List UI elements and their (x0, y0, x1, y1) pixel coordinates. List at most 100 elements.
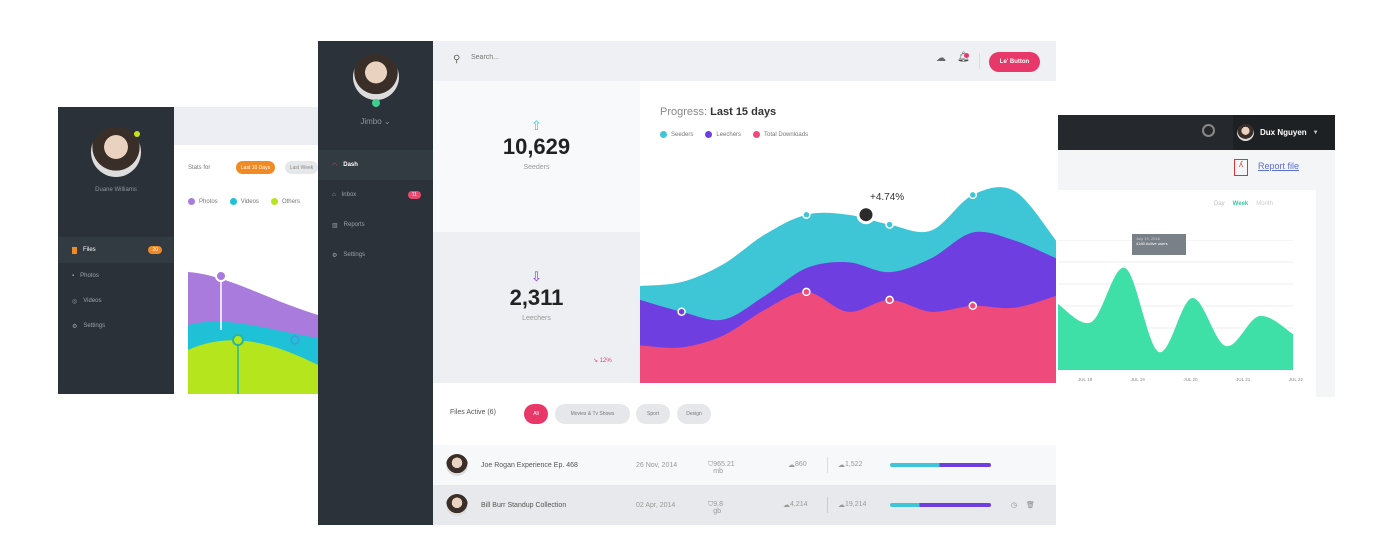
le-button[interactable]: Le' Button (989, 52, 1040, 72)
left-chart (188, 270, 318, 394)
filter-sport[interactable]: Sport (636, 404, 670, 424)
left-legend: Photos Videos Others (188, 198, 300, 205)
table-row[interactable]: Joe Rogan Experience Ep. 468 26 Nov, 201… (433, 445, 1056, 485)
data-point (968, 190, 978, 200)
sidebar-item-settings[interactable]: ⚙ Settings (332, 252, 366, 259)
cloud-download-icon: ⇩ (531, 269, 542, 284)
tab-week[interactable]: Week (1232, 201, 1249, 207)
search-icon: ⚲ (453, 54, 461, 65)
chart-annotation: +4.74% (870, 192, 905, 203)
search-input[interactable] (471, 54, 671, 61)
download-count: ☁ 1,522 (838, 461, 863, 469)
avatar (446, 494, 468, 516)
divider (827, 497, 828, 513)
online-dot (372, 99, 380, 107)
progress-bar (890, 463, 991, 467)
online-dot (134, 131, 140, 137)
active-users-chart (1058, 240, 1293, 370)
progress-chart (640, 187, 1056, 383)
size-icon: ⛉ 9.8 gb (708, 501, 723, 515)
seeders-label: Seeders (523, 164, 550, 171)
table-row[interactable]: Bill Burr Standup Collection 02 Apr, 201… (433, 485, 1056, 525)
legend-others: Others (270, 198, 300, 205)
range-last-week[interactable]: Last Week (285, 161, 318, 174)
leechers-label: Leechers (522, 315, 551, 322)
notification-dot (964, 53, 969, 58)
user-name[interactable]: Duane Williams (95, 187, 137, 193)
chart-tooltip: July 19, 2016 4180 Active users (1132, 234, 1186, 255)
data-point (885, 220, 894, 229)
gear-icon: ⚙ (72, 323, 78, 330)
left-sidebar: Duane Williams Files 20 ▪ Photos ◎ Videos ⚙… (58, 107, 174, 394)
report-file-link[interactable]: Report file (1258, 161, 1300, 171)
sidebar-item-dash[interactable]: ◠ Dash (318, 150, 433, 180)
legend-photos: Photos (188, 198, 218, 205)
range-last-10-days[interactable]: Last 10 Days (236, 161, 275, 174)
files-title: Files Active (6) (450, 409, 496, 416)
area-active-users (1058, 267, 1293, 370)
dashboard-icon: ◠ (332, 162, 338, 169)
play-icon: ◎ (72, 298, 78, 305)
cloud-icon[interactable]: ☁ (936, 53, 946, 64)
size-icon: ⛉ 965.21 mb (708, 461, 735, 475)
divider (827, 457, 828, 473)
seeders-value: 10,629 (502, 134, 571, 159)
marker (215, 270, 227, 282)
chart-title: Progress: Last 15 days (660, 106, 777, 118)
divider (979, 53, 980, 69)
chevron-down-icon: ▼ (1312, 129, 1319, 136)
sidebar-item-reports[interactable]: ▥ Reports (332, 222, 365, 229)
sidebar-item-settings[interactable]: ⚙ Settings (72, 323, 106, 330)
legend-total-downloads: Total Downloads (753, 131, 808, 138)
gear-icon: ⚙ (332, 252, 338, 259)
legend-leechers: Leechers (705, 131, 741, 138)
data-point (885, 295, 894, 305)
marker (290, 335, 300, 345)
avatar (91, 127, 141, 177)
area-others (188, 340, 318, 394)
period-tabs: Day Week Month (1214, 201, 1273, 207)
legend-videos: Videos (229, 198, 259, 205)
area-total-downloads (640, 291, 1056, 383)
upload-count: ☁ 4,214 (783, 501, 808, 509)
inbox-icon: ⌂ (332, 192, 336, 198)
seeders-card: ⇧ 10,629 Seeders (433, 81, 640, 232)
user-menu[interactable]: Dux Nguyen ▼ (1233, 115, 1335, 150)
marker (232, 334, 244, 346)
progress-chart-panel: Progress: Last 15 days Seeders Leechers … (640, 81, 1056, 383)
pdf-icon: ʎ (1234, 159, 1248, 176)
bell-icon[interactable]: 🔔︎ (957, 52, 970, 63)
bar-chart-icon: ▥ (332, 222, 338, 229)
filter-movies[interactable]: Movies & Tv Shows (555, 404, 630, 424)
user-name[interactable]: Jimbo ⌄ (360, 117, 391, 126)
trash-icon[interactable]: 🗑︎ (1026, 502, 1035, 509)
legend-seeders: Seeders (660, 131, 693, 138)
avatar (1237, 124, 1254, 141)
sidebar-item-photos[interactable]: ▪ Photos (72, 273, 99, 279)
tab-month[interactable]: Month (1256, 201, 1273, 207)
camera-icon: ▪ (72, 273, 75, 279)
tab-day[interactable]: Day (1214, 201, 1225, 207)
filter-design[interactable]: Design (677, 404, 711, 424)
search-icon[interactable] (1202, 124, 1215, 137)
main-header: ⚲ ☁ 🔔︎ Le' Button (433, 41, 1056, 81)
download-count: ☁ 19,214 (838, 501, 867, 509)
data-point (677, 307, 686, 316)
cloud-upload-icon: ⇧ (531, 118, 542, 133)
clock-icon[interactable]: ◷ (1011, 502, 1018, 509)
main-sidebar: Jimbo ⌄ ◠ Dash ⌂ Inbox 11 ▥ Reports ⚙ Setting… (318, 41, 433, 525)
avatar (353, 54, 399, 100)
avatar (446, 454, 468, 476)
stats-for-label: Stats for (188, 165, 211, 171)
leechers-change: ↘ 12% (593, 358, 612, 364)
sidebar-item-videos[interactable]: ◎ Videos (72, 298, 102, 305)
sidebar-item-files[interactable]: Files 20 (58, 237, 174, 263)
chart-legend: Seeders Leechers Total Downloads (660, 131, 808, 138)
sidebar-item-inbox[interactable]: ⌂ Inbox 11 (318, 188, 433, 202)
leechers-value: 2,311 (509, 285, 564, 310)
progress-bar (890, 503, 991, 507)
data-point (802, 210, 811, 219)
x-axis-labels: JUL 18 JUL 19 JUL 20 JUL 21 JUL 22 (1078, 377, 1303, 382)
data-point (968, 301, 978, 311)
filter-all[interactable]: All (524, 404, 548, 424)
